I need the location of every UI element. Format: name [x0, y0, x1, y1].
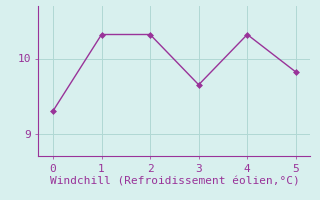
X-axis label: Windchill (Refroidissement éolien,°C): Windchill (Refroidissement éolien,°C): [50, 176, 299, 186]
